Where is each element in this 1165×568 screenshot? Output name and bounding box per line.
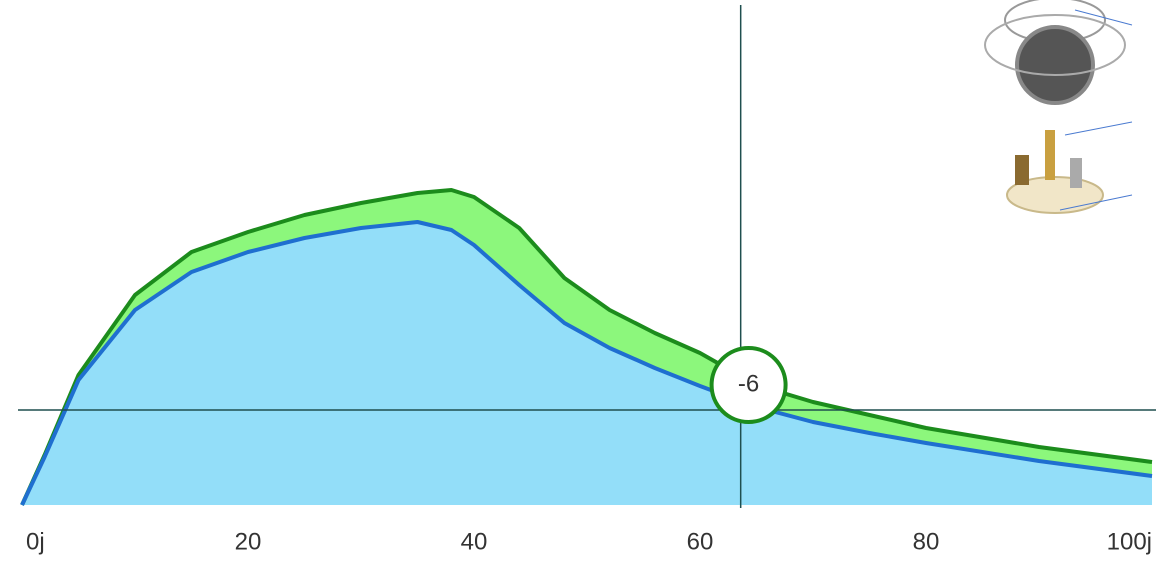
callout-line	[1064, 121, 1133, 136]
x-tick-label: 60	[687, 528, 714, 555]
area-line	[20, 188, 1153, 506]
device-image	[984, 14, 1126, 76]
x-tick-label: 20	[235, 528, 262, 555]
x-tick-label: 40	[461, 528, 488, 555]
area-line	[20, 220, 1153, 506]
callout-line	[1059, 194, 1133, 211]
x-tick-label: 80	[913, 528, 940, 555]
marker-circle	[709, 346, 788, 424]
x-tick-label: 100j	[1107, 528, 1152, 555]
device-image	[1015, 25, 1095, 105]
marker-label: -6	[738, 370, 759, 397]
x-tick-label: 0j	[26, 528, 45, 555]
device-image	[1070, 158, 1082, 188]
decorative-images	[984, 0, 1133, 214]
callout-line	[1074, 9, 1133, 26]
device-image	[1015, 155, 1029, 185]
device-image	[1045, 130, 1055, 180]
